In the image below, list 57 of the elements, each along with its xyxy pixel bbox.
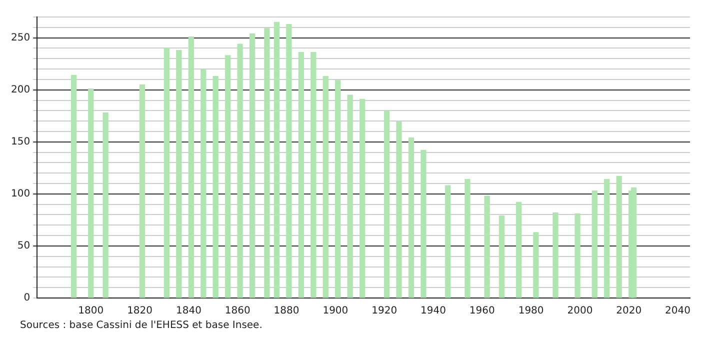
y-tick-label: 200 [10,84,30,96]
x-tick-label: 1920 [372,306,398,317]
bar [384,110,390,298]
x-tick-label: 1880 [274,306,300,317]
source-note: Sources : base Cassini de l'EHESS et base Insee. [20,320,264,331]
bar [70,74,77,298]
x-tick-label: 1840 [176,306,202,317]
bar [88,88,94,298]
bar [249,33,256,298]
bar [498,215,505,298]
bar [310,52,316,298]
bar [335,80,341,298]
bar [200,68,206,298]
y-tick-label: 0 [24,292,30,304]
bar [176,50,182,298]
bar [420,150,426,298]
bar [139,84,146,298]
bar [264,28,270,298]
x-tick-label: 1940 [420,306,446,317]
x-tick-label: 2040 [665,306,690,317]
bar [164,48,170,298]
bar [484,196,490,298]
x-tick-label: 1980 [518,306,544,317]
bar [533,232,539,298]
bar [322,76,328,298]
bar [552,212,558,298]
bar [188,36,194,298]
bar [464,179,470,298]
bar [630,187,637,298]
bar [574,213,580,298]
bar [616,176,622,298]
x-tick-label: 1960 [469,306,495,317]
bar [298,52,304,298]
bar [516,202,522,298]
bar [274,22,280,298]
x-tick-label: 1820 [127,306,153,317]
bar [237,44,243,298]
bar [224,55,231,298]
bar [445,185,451,298]
bar [286,24,292,298]
x-tick-label: 2020 [616,306,642,317]
x-tick-label: 1860 [224,306,250,317]
y-tick-label: 250 [10,32,30,44]
y-tick-label: 50 [17,240,30,252]
bar [102,112,108,298]
bar [408,137,414,298]
bar [604,179,610,298]
bar [396,120,402,298]
bar [592,190,598,298]
x-tick-label: 1800 [78,306,104,317]
y-tick-label: 100 [10,188,30,200]
bar [212,76,218,298]
x-tick-label: 2000 [567,306,593,317]
bar [359,98,366,298]
x-tick-label: 1900 [322,306,348,317]
bar [347,94,353,298]
y-tick-label: 150 [10,136,30,148]
